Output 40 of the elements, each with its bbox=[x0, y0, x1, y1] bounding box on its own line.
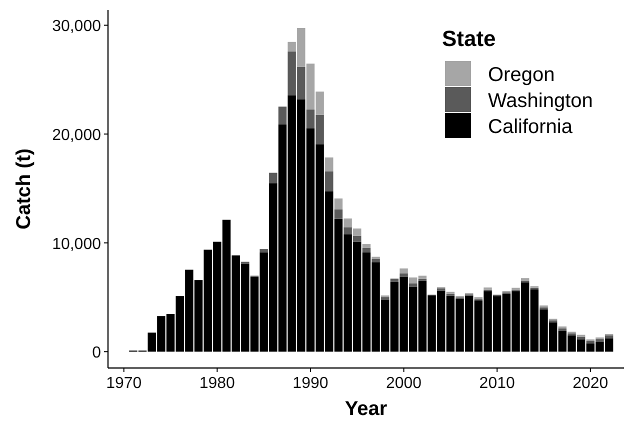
bar bbox=[269, 172, 278, 184]
bar bbox=[400, 268, 408, 274]
bar bbox=[344, 227, 352, 234]
bar bbox=[604, 335, 614, 338]
bar bbox=[484, 287, 492, 290]
x-tick-label: 1980 bbox=[199, 375, 236, 392]
bar bbox=[400, 273, 408, 277]
bar bbox=[372, 258, 380, 262]
y-tick-label: 0 bbox=[92, 344, 102, 362]
x-tick-label: 2010 bbox=[479, 375, 515, 392]
bar bbox=[381, 297, 390, 300]
bar bbox=[409, 283, 418, 287]
x-tick-label: 1990 bbox=[292, 375, 328, 392]
bar bbox=[278, 106, 287, 124]
bar bbox=[520, 278, 530, 281]
bar bbox=[325, 157, 334, 172]
y-tick-label: 20,000 bbox=[52, 127, 102, 144]
bar bbox=[390, 278, 399, 282]
y-tick-label: 10,000 bbox=[52, 236, 102, 253]
bar bbox=[362, 248, 371, 252]
bar bbox=[334, 198, 343, 210]
legend-label: California bbox=[488, 116, 574, 138]
legend-title: State bbox=[442, 26, 496, 51]
x-tick-label: 1970 bbox=[106, 375, 142, 392]
y-axis-title: Catch (t) bbox=[13, 148, 35, 230]
x-tick-label: 2020 bbox=[572, 375, 608, 392]
bar bbox=[325, 171, 334, 192]
bar bbox=[353, 228, 362, 236]
bar bbox=[576, 336, 586, 340]
bar bbox=[512, 288, 520, 290]
x-axis-title: Year bbox=[344, 398, 388, 420]
y-tick-label: 30,000 bbox=[52, 18, 102, 36]
x-tick-label: 2000 bbox=[386, 375, 422, 392]
bar bbox=[334, 209, 343, 219]
legend-label: Oregon bbox=[488, 64, 555, 86]
bar bbox=[344, 218, 352, 228]
bar bbox=[353, 236, 362, 242]
legend-label: Washington bbox=[488, 90, 593, 112]
bar bbox=[260, 249, 268, 252]
bar bbox=[362, 244, 371, 248]
